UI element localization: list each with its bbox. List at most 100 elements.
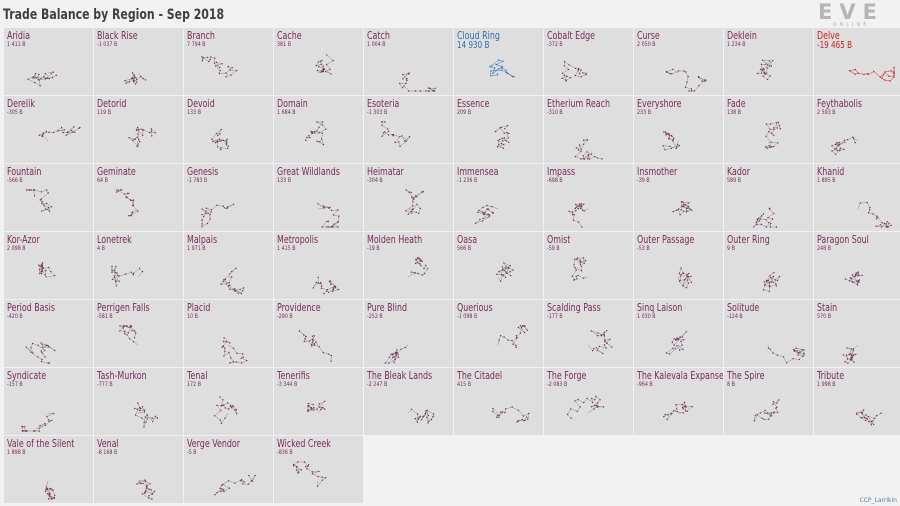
sparkline-point [844,361,846,363]
sparkline-point [691,209,693,211]
sparkline-point [407,213,410,215]
trade-network-sparkline [662,131,681,151]
sparkline-point [687,207,689,209]
region-tile: The Kalevala Expanse -964 B [634,368,723,435]
region-tile: Placid 10 B [184,300,273,367]
sparkline-point [39,85,41,87]
sparkline-point [39,269,41,271]
sparkline-point [422,191,425,193]
sparkline-point [322,65,324,67]
trade-network-sparkline [38,262,56,278]
region-name: Devoid [187,97,215,110]
sparkline-point [40,271,42,273]
sparkline-point [858,279,861,281]
page-title: Trade Balance by Region - Sep 2018 [3,7,225,23]
sparkline-point [293,463,295,466]
sparkline-point [681,205,683,207]
sparkline-point [232,203,235,205]
sparkline-point [865,419,867,422]
sparkline-point [201,225,203,228]
sparkline-point [602,406,605,408]
sparkline-point [586,139,589,141]
sparkline-point [219,419,222,421]
sparkline-point [143,426,145,428]
sparkline-point [603,335,606,337]
sparkline-point [579,259,581,261]
sparkline-point [138,267,141,270]
sparkline-point [863,73,865,76]
sparkline-point [310,130,312,133]
region-value: 381 B [277,41,291,48]
sparkline-point [234,409,236,411]
region-name: Genesis [187,165,219,178]
sparkline-point [512,343,514,345]
sparkline-point [474,222,477,224]
sparkline-point [761,417,763,420]
sparkline-point [124,80,126,82]
sparkline-point [137,210,139,212]
sparkline-point [760,215,763,217]
sparkline-point [775,283,777,285]
sparkline-point [225,144,228,146]
sparkline-point [136,136,138,138]
sparkline-point [207,56,209,59]
sparkline-path [567,395,604,419]
sparkline-point [317,282,319,284]
sparkline-point [565,80,567,82]
sparkline-point [890,70,892,72]
region-tile: Genesis -1 783 B [184,164,273,231]
logo-main: EVE [818,0,884,24]
sparkline-point [21,430,24,432]
sparkline-point [776,406,778,408]
sparkline-point [321,59,323,62]
sparkline-point [39,265,41,267]
sparkline-point [38,73,40,75]
sparkline-point [39,425,41,427]
sparkline-point [41,263,43,265]
region-name: Verge Vendor [187,437,241,450]
sparkline-point [680,201,683,203]
sparkline-point [46,488,48,491]
region-value: 566 B [457,245,471,252]
region-tile: The Forge -2 083 B [544,368,633,435]
sparkline-point [221,484,223,487]
region-value: 133 B [187,109,201,116]
sparkline-point [414,262,417,264]
sparkline-point [50,206,53,208]
region-name: Tribute [817,369,845,382]
sparkline-point [590,153,593,155]
sparkline-point [398,141,400,143]
sparkline-point [604,340,606,343]
sparkline-point [861,274,863,277]
sparkline-point [665,352,668,354]
sparkline-point [681,336,683,338]
sparkline-point [573,214,575,216]
sparkline-point [505,140,507,142]
sparkline-point [297,472,299,474]
sparkline-point [679,336,681,338]
sparkline-point [214,142,217,144]
sparkline-point [395,353,397,355]
sparkline-point [501,65,503,68]
sparkline-point [130,325,133,327]
region-tile: Devoid 133 B [184,96,273,163]
sparkline-point [327,220,330,223]
region-name: Heimatar [367,165,404,178]
sparkline-point [232,360,235,363]
sparkline-point [40,342,42,344]
sparkline-point [778,399,780,401]
sparkline-point [222,205,224,207]
sparkline-point [51,76,54,79]
region-value: -124 B [727,313,743,320]
trade-network-sparkline [115,189,139,217]
sparkline-point [603,333,605,336]
sparkline-point [43,204,45,206]
sparkline-point [406,79,408,81]
sparkline-point [387,134,390,136]
sparkline-point [410,210,412,212]
sparkline-path [677,267,692,289]
sparkline-point [154,132,157,134]
trade-network-sparkline [857,201,892,228]
sparkline-point [229,284,231,286]
sparkline-point [219,487,221,489]
